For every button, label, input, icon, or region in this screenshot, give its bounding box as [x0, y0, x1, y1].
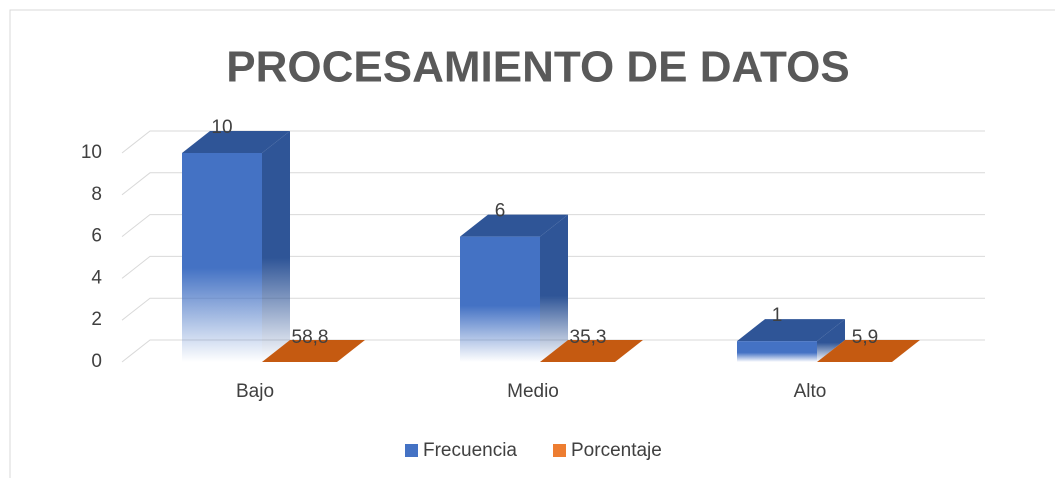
bar-face	[540, 214, 568, 362]
data-label: 58,8	[292, 327, 329, 348]
x-tick-label: Medio	[507, 381, 559, 402]
bar-face	[817, 319, 845, 362]
grid-line	[121, 339, 985, 363]
data-label: 1	[772, 305, 783, 326]
grid-line	[121, 130, 985, 154]
y-tick-label: 8	[91, 184, 102, 205]
bar-face	[460, 236, 540, 362]
legend-swatch	[553, 444, 566, 457]
bar	[737, 319, 845, 362]
x-tick-label: Alto	[794, 381, 827, 402]
data-label: 6	[495, 201, 506, 222]
chart-border	[9, 9, 1055, 478]
data-label: 35,3	[570, 327, 607, 348]
bar	[262, 340, 365, 362]
bar	[460, 214, 568, 362]
grid-line	[121, 214, 985, 237]
bar-face	[460, 214, 568, 237]
chart-title: PROCESAMIENTO DE DATOS	[226, 43, 849, 92]
data-label: 10	[211, 117, 232, 138]
grid-line	[121, 255, 985, 279]
bar-face	[182, 153, 262, 362]
y-tick-label: 4	[91, 267, 102, 288]
bar	[540, 340, 643, 362]
bar-face	[737, 341, 817, 362]
y-tick-label: 2	[91, 309, 102, 330]
bar	[817, 340, 920, 362]
x-tick-label: Bajo	[236, 381, 274, 402]
data-label: 5,9	[852, 327, 878, 348]
bar	[182, 131, 290, 362]
legend-swatch	[405, 444, 418, 457]
bar-face	[262, 131, 290, 362]
y-tick-label: 0	[91, 351, 102, 372]
y-tick-label: 6	[91, 226, 102, 247]
bar-face	[737, 319, 845, 342]
grid-line	[121, 297, 985, 321]
bar-face	[182, 131, 290, 153]
y-tick-label: 10	[81, 142, 102, 163]
legend-label: Frecuencia	[423, 440, 517, 461]
grid-line	[121, 172, 985, 196]
legend-label: Porcentaje	[571, 440, 662, 461]
